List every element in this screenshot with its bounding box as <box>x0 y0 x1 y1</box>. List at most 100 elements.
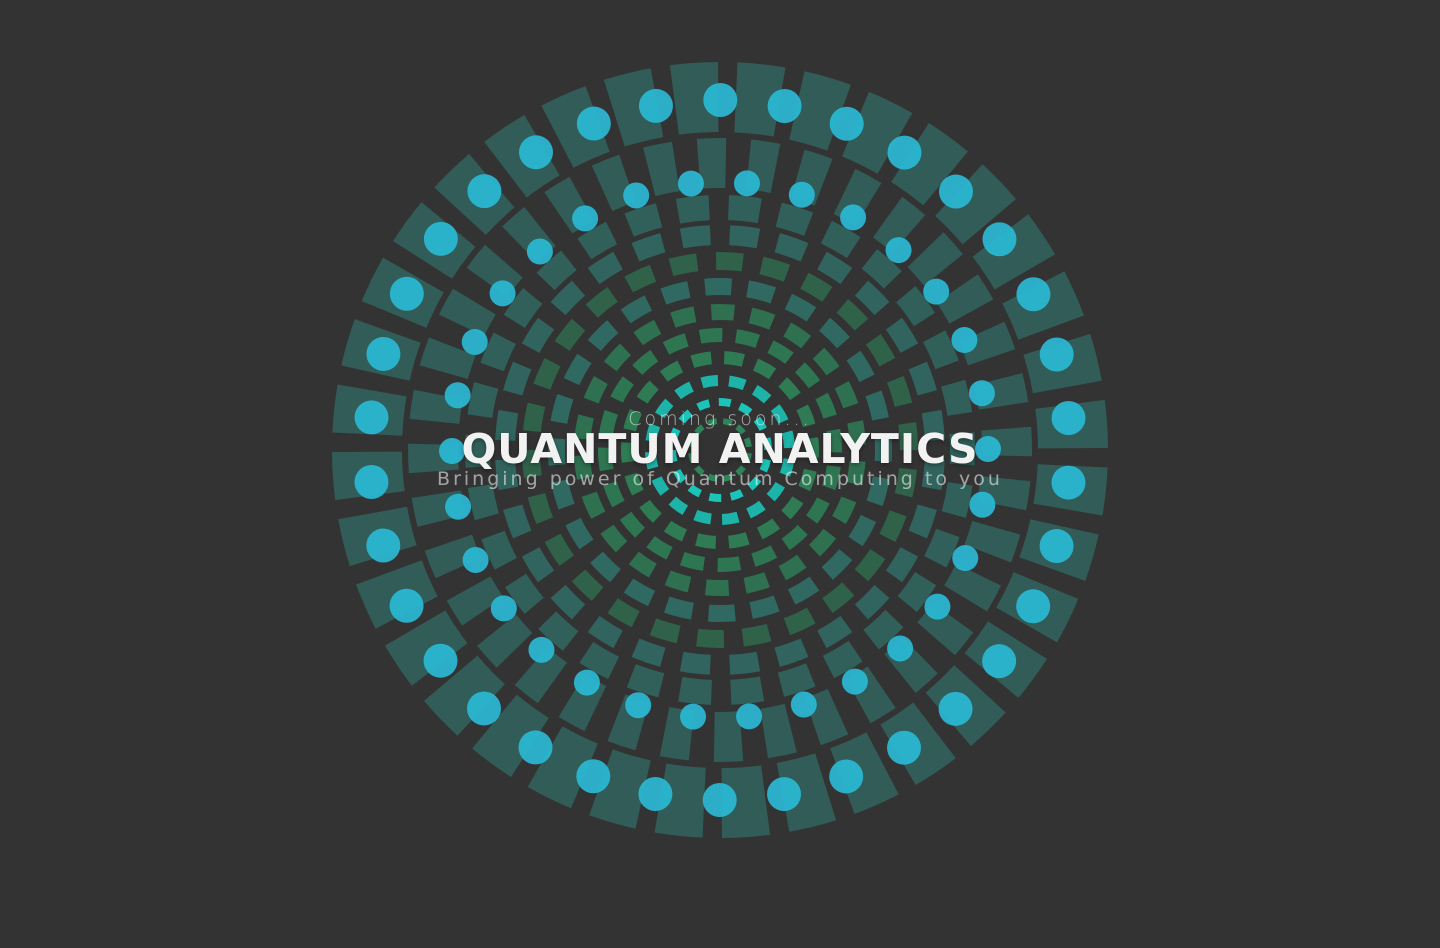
green-tile <box>759 256 791 282</box>
outer-tile <box>721 765 771 838</box>
green-tile-2 <box>846 460 866 486</box>
outer-tile <box>891 123 968 206</box>
inner-dot <box>445 493 472 520</box>
outer-dot <box>423 643 458 678</box>
outer-dot <box>1016 277 1051 312</box>
green-tile <box>886 375 913 407</box>
green-tile-3 <box>806 497 830 524</box>
outer-dot <box>1016 589 1051 624</box>
core-tile <box>735 465 746 476</box>
teal-tile <box>565 517 594 550</box>
inner-dot <box>462 546 489 573</box>
inner-dot <box>461 328 488 355</box>
cyan-tile <box>668 496 689 515</box>
outer-inner-tile <box>446 576 504 626</box>
cyan-tile <box>674 381 694 400</box>
outer-dot <box>638 776 673 811</box>
green-tile <box>607 598 640 628</box>
green-tile-2 <box>783 322 812 349</box>
outer-inner-tile <box>438 288 496 337</box>
cyan-tile-2 <box>678 409 693 424</box>
mid-tile-2 <box>854 584 890 620</box>
green-tile-3 <box>751 545 778 567</box>
teal-tile <box>749 595 780 619</box>
green-tile-3 <box>717 556 742 572</box>
green-tile-4 <box>659 360 684 382</box>
mid-tile-2 <box>631 233 666 262</box>
green-tile-3 <box>735 329 761 348</box>
green-tile <box>783 607 816 636</box>
outer-dot <box>366 336 401 371</box>
green-tile <box>668 253 699 277</box>
outer-tile <box>589 749 651 829</box>
green-tile-3 <box>679 552 705 571</box>
mid-tile-2 <box>679 225 711 249</box>
cyan-tile-2 <box>687 484 702 498</box>
green-tile-4 <box>723 351 745 367</box>
green-tile-3 <box>698 328 723 344</box>
outer-tile <box>776 753 837 832</box>
mid-tile <box>775 202 814 236</box>
green-tile-2 <box>812 347 840 376</box>
outer-dot <box>467 174 502 209</box>
teal-tile <box>587 320 619 351</box>
outer-dot <box>702 782 737 817</box>
cyan-tile-2 <box>738 402 753 416</box>
inner-dot <box>887 635 914 662</box>
green-tile-2 <box>628 551 657 578</box>
cyan-tile-2 <box>753 416 767 431</box>
teal-tile <box>821 549 853 580</box>
green-tile <box>822 582 855 613</box>
mid-tile <box>822 640 863 679</box>
inner-dot <box>625 692 652 719</box>
outer-tile <box>603 68 664 147</box>
green-tile-3 <box>795 362 821 389</box>
green-tile-3 <box>598 447 614 472</box>
inner-dot <box>974 435 1001 462</box>
core-tile <box>722 473 733 482</box>
cyan-tile <box>721 511 740 525</box>
outer-dot <box>354 465 389 500</box>
mid-tile <box>924 528 960 568</box>
outer-inner-tile <box>713 711 744 762</box>
outer-inner-tile <box>514 647 568 704</box>
teal-tile <box>551 479 575 510</box>
green-tile-2 <box>603 343 632 372</box>
core-tile <box>688 437 697 448</box>
mid-tile-2 <box>774 233 809 262</box>
mid-tile <box>777 663 816 697</box>
green-tile <box>544 533 575 566</box>
outer-dot <box>829 759 864 794</box>
mid-tile-2 <box>854 280 890 316</box>
mid-tile-2 <box>503 504 532 539</box>
green-tile-4 <box>796 404 816 428</box>
teal-tile <box>784 293 817 322</box>
green-tile <box>624 264 657 293</box>
teal-tile <box>746 280 777 304</box>
teal-tile <box>874 434 892 463</box>
green-tile <box>649 618 681 644</box>
green-tile-2 <box>832 496 857 524</box>
outer-tile <box>789 71 851 151</box>
outer-tile <box>935 164 1016 245</box>
outer-inner-tile <box>477 614 533 668</box>
mid-tile <box>503 288 543 329</box>
outer-dot <box>829 106 864 141</box>
green-tile <box>854 549 886 582</box>
green-tile <box>865 334 896 367</box>
inner-dot <box>924 593 951 620</box>
outer-tile <box>830 732 899 814</box>
core-tile <box>722 418 733 427</box>
mid-tile-2 <box>885 317 919 353</box>
core-tile <box>743 452 752 463</box>
mid-tile <box>728 195 762 224</box>
core-tile <box>735 424 746 435</box>
inner-dot <box>736 703 763 730</box>
core-tile <box>743 437 752 448</box>
cyan-tile <box>751 385 772 404</box>
green-tile-4 <box>636 380 659 404</box>
outer-inner-tile <box>936 274 994 324</box>
inner-dot <box>439 438 466 465</box>
green-tile <box>522 402 546 433</box>
outer-dot <box>938 174 973 209</box>
